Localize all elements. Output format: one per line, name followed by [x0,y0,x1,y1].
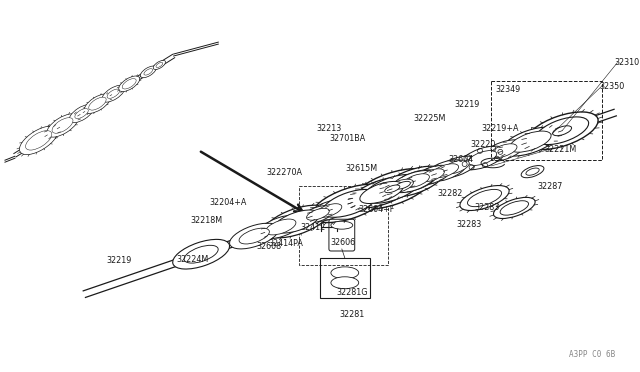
Ellipse shape [383,166,444,197]
Ellipse shape [396,182,410,189]
Ellipse shape [380,175,421,197]
Ellipse shape [301,205,335,223]
Ellipse shape [84,94,111,113]
Ellipse shape [69,105,94,123]
Ellipse shape [387,179,413,193]
Ellipse shape [331,277,358,289]
Ellipse shape [102,85,125,102]
Text: 32219: 32219 [106,256,132,264]
Ellipse shape [443,160,469,174]
Ellipse shape [107,89,120,98]
Text: 32204+A: 32204+A [209,198,246,207]
Ellipse shape [331,221,353,229]
Ellipse shape [75,109,88,119]
Ellipse shape [502,127,559,156]
Ellipse shape [307,208,330,220]
Ellipse shape [364,174,420,203]
Text: 32412: 32412 [301,223,326,232]
Text: 32281G: 32281G [336,288,367,297]
Ellipse shape [467,189,502,207]
Ellipse shape [432,164,459,177]
Ellipse shape [316,204,342,218]
Ellipse shape [392,170,435,193]
Ellipse shape [509,131,551,152]
Text: 32224M: 32224M [176,256,209,264]
Ellipse shape [435,156,477,178]
Text: 32604: 32604 [449,155,474,164]
Ellipse shape [526,168,539,175]
Ellipse shape [323,189,377,217]
Text: A3PP C0 6B: A3PP C0 6B [569,350,615,359]
Ellipse shape [258,215,303,239]
Ellipse shape [521,166,544,178]
Ellipse shape [153,60,166,70]
Text: 32350: 32350 [599,81,625,90]
Ellipse shape [460,186,509,211]
Bar [299,186,388,265]
Ellipse shape [351,177,412,208]
Text: 32615M: 32615M [346,164,378,173]
Ellipse shape [396,170,437,192]
Ellipse shape [173,240,230,269]
Ellipse shape [144,69,152,75]
Ellipse shape [264,205,329,238]
Text: 32218M: 32218M [191,216,223,225]
Ellipse shape [118,76,140,92]
Ellipse shape [493,198,535,218]
Ellipse shape [156,62,163,67]
Text: 32310: 32310 [615,58,640,67]
Text: 32219: 32219 [454,100,480,109]
Ellipse shape [140,66,156,78]
Ellipse shape [424,160,466,182]
Text: 32282: 32282 [438,189,463,198]
Text: 32608: 32608 [257,242,282,251]
Text: 32606: 32606 [330,238,355,247]
Ellipse shape [52,118,73,133]
Ellipse shape [274,210,319,233]
Text: 32283: 32283 [475,202,500,212]
Ellipse shape [552,126,572,136]
Ellipse shape [239,228,269,244]
Ellipse shape [500,201,529,215]
Ellipse shape [483,140,525,161]
Ellipse shape [266,219,296,235]
Ellipse shape [420,169,444,182]
Ellipse shape [308,200,349,221]
Ellipse shape [413,165,451,185]
Ellipse shape [47,114,78,137]
Text: 32414PA: 32414PA [268,238,303,248]
Ellipse shape [526,112,598,150]
Text: 32221M: 32221M [544,145,576,154]
Ellipse shape [403,174,429,187]
Text: 32225M: 32225M [413,113,445,123]
Text: 32220: 32220 [470,141,495,150]
Ellipse shape [89,97,106,110]
Text: 32604+F: 32604+F [358,205,394,214]
Text: 32213: 32213 [316,124,341,133]
Ellipse shape [490,144,517,158]
Ellipse shape [230,223,279,249]
Text: 32287: 32287 [538,182,563,191]
Bar [320,258,370,298]
Text: 32701BA: 32701BA [329,134,365,142]
Ellipse shape [353,169,432,209]
Ellipse shape [385,185,400,193]
Ellipse shape [536,117,589,145]
Ellipse shape [26,131,52,150]
Ellipse shape [360,182,403,203]
Text: 32283: 32283 [456,220,481,229]
Ellipse shape [331,267,358,279]
Ellipse shape [122,78,136,89]
Text: 32349: 32349 [495,84,521,94]
Ellipse shape [19,126,58,155]
Text: 32281: 32281 [339,310,364,319]
Text: 322270A: 322270A [267,168,303,177]
Ellipse shape [468,151,497,166]
Ellipse shape [312,184,388,222]
Ellipse shape [184,245,218,263]
Ellipse shape [460,146,505,170]
Text: 32219+A: 32219+A [481,124,519,133]
